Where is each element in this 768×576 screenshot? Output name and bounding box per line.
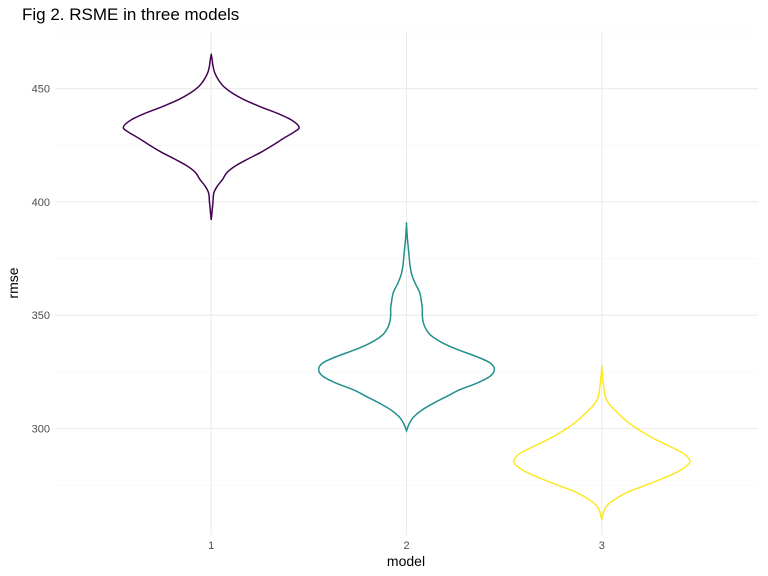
x-axis-title: model: [387, 553, 425, 569]
violins: [122, 53, 691, 523]
violin-model-2: [317, 222, 496, 433]
y-tick-label: 300: [32, 424, 50, 436]
y-tick-label: 350: [32, 310, 50, 322]
y-axis-ticks: 300 350 400 450: [32, 84, 50, 436]
x-tick-label: 1: [208, 540, 214, 552]
violin-model-1: [122, 53, 300, 221]
y-tick-label: 400: [32, 197, 50, 209]
x-axis-ticks: 1 2 3: [208, 540, 605, 552]
chart-title: Fig 2. RSME in three models: [22, 5, 239, 24]
y-tick-label: 450: [32, 84, 50, 96]
x-tick-label: 3: [599, 540, 605, 552]
violin-model-3: [512, 365, 691, 523]
y-axis-title: rmse: [5, 267, 21, 298]
x-tick-label: 2: [403, 540, 409, 552]
